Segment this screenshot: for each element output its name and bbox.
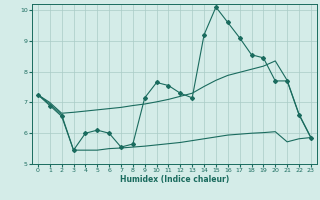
- X-axis label: Humidex (Indice chaleur): Humidex (Indice chaleur): [120, 175, 229, 184]
